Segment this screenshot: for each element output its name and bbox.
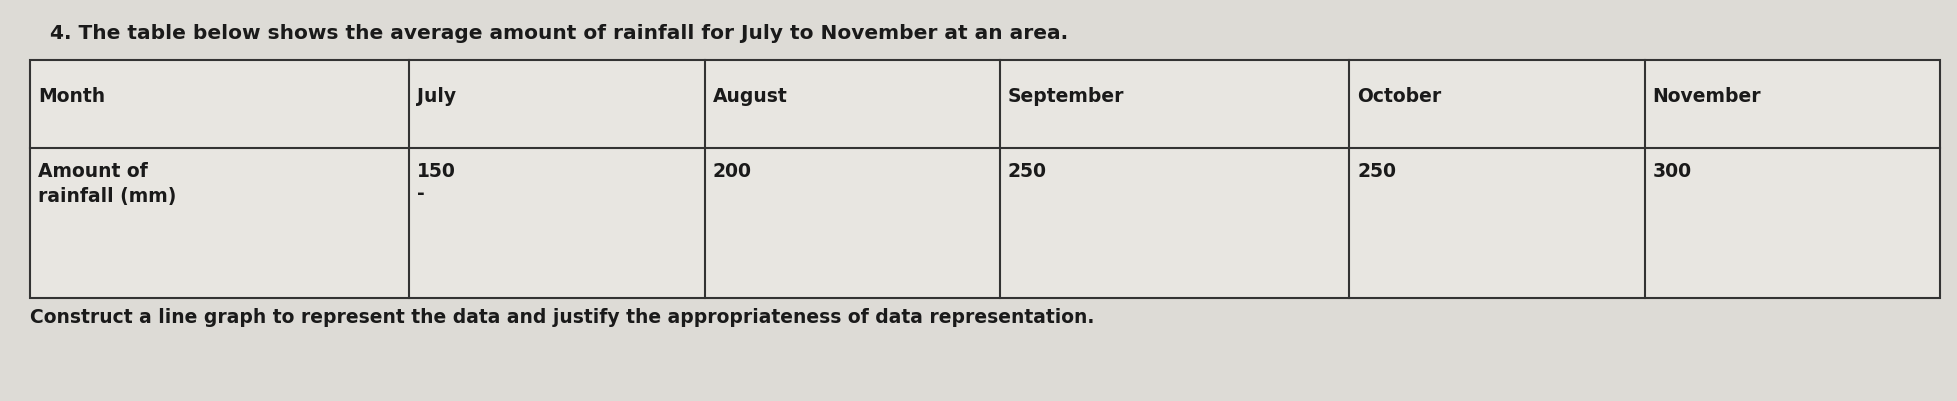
Text: 250: 250 xyxy=(1356,162,1395,181)
Text: 4. The table below shows the average amount of rainfall for July to November at : 4. The table below shows the average amo… xyxy=(51,24,1069,43)
Text: 150: 150 xyxy=(417,162,456,181)
Text: Construct a line graph to represent the data and justify the appropriateness of : Construct a line graph to represent the … xyxy=(29,308,1094,327)
Text: July: July xyxy=(417,87,456,106)
Text: October: October xyxy=(1356,87,1440,106)
Text: 250: 250 xyxy=(1008,162,1047,181)
Bar xyxy=(29,60,1939,298)
Text: Amount of
rainfall (mm): Amount of rainfall (mm) xyxy=(37,162,176,206)
Text: Month: Month xyxy=(37,87,106,106)
Text: November: November xyxy=(1652,87,1761,106)
Text: 200: 200 xyxy=(712,162,751,181)
Text: August: August xyxy=(712,87,787,106)
Text: -: - xyxy=(417,184,425,203)
Text: September: September xyxy=(1008,87,1123,106)
Bar xyxy=(29,60,1939,298)
Text: 300: 300 xyxy=(1652,162,1691,181)
